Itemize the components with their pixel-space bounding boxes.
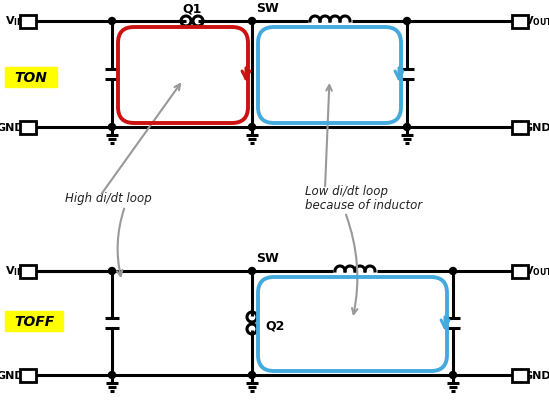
Text: GND: GND xyxy=(0,370,24,380)
Circle shape xyxy=(109,124,115,131)
Circle shape xyxy=(404,19,411,26)
Circle shape xyxy=(109,268,115,275)
Text: $\mathbf{V_{OUT}}$: $\mathbf{V_{OUT}}$ xyxy=(524,14,549,28)
Bar xyxy=(512,121,528,134)
Circle shape xyxy=(450,372,457,379)
Text: because of inductor: because of inductor xyxy=(305,199,422,211)
Circle shape xyxy=(450,268,457,275)
Text: SW: SW xyxy=(256,2,279,15)
Circle shape xyxy=(249,372,255,379)
Circle shape xyxy=(249,124,255,131)
Bar xyxy=(20,265,36,278)
Bar xyxy=(512,265,528,278)
Text: High di/dt loop: High di/dt loop xyxy=(65,192,152,204)
Bar xyxy=(512,369,528,382)
Bar xyxy=(5,68,57,88)
Text: GND: GND xyxy=(524,123,549,133)
Text: SW: SW xyxy=(256,252,279,265)
Circle shape xyxy=(109,19,115,26)
Text: TOFF: TOFF xyxy=(14,314,54,328)
Circle shape xyxy=(249,19,255,26)
Text: $\mathbf{V_{IN}}$: $\mathbf{V_{IN}}$ xyxy=(4,14,24,28)
Text: Q2: Q2 xyxy=(265,319,284,332)
Circle shape xyxy=(109,372,115,379)
Bar xyxy=(20,121,36,134)
Text: $\mathbf{V_{IN}}$: $\mathbf{V_{IN}}$ xyxy=(4,263,24,277)
Circle shape xyxy=(404,124,411,131)
Circle shape xyxy=(249,268,255,275)
Text: Low di/dt loop: Low di/dt loop xyxy=(305,185,388,197)
Text: TON: TON xyxy=(15,71,47,85)
Bar xyxy=(512,15,528,28)
Text: $\mathbf{V_{OUT}}$: $\mathbf{V_{OUT}}$ xyxy=(524,263,549,277)
Text: GND: GND xyxy=(524,370,549,380)
Bar xyxy=(20,369,36,382)
Bar xyxy=(5,311,63,331)
Text: Q1: Q1 xyxy=(182,2,201,15)
Bar xyxy=(20,15,36,28)
Text: GND: GND xyxy=(0,123,24,133)
